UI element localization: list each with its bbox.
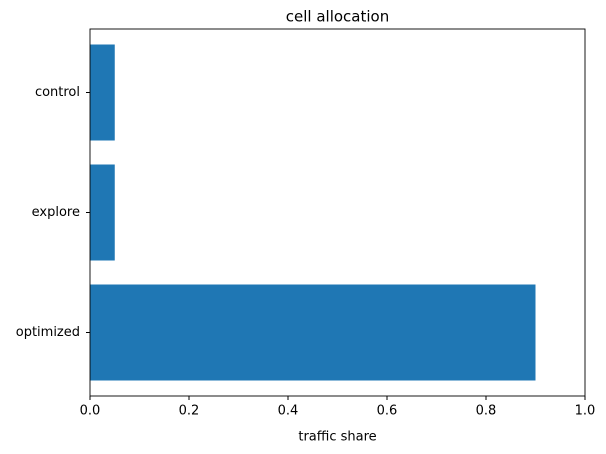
y-tick-label: optimized [16,325,80,340]
y-tick-label: control [35,85,80,100]
bar [90,44,115,141]
chart-title: cell allocation [286,8,389,26]
x-tick-label: 1.0 [575,404,596,419]
y-tick-label: explore [32,205,80,220]
bar [90,164,115,261]
x-axis-label: traffic share [298,430,376,445]
x-tick-label: 0.2 [179,404,200,419]
x-tick-label: 0.4 [278,404,299,419]
axes-frame [89,28,586,397]
bar [90,284,536,381]
x-tick-label: 0.0 [80,404,101,419]
x-tick-label: 0.8 [476,404,497,419]
x-tick-label: 0.6 [377,404,398,419]
